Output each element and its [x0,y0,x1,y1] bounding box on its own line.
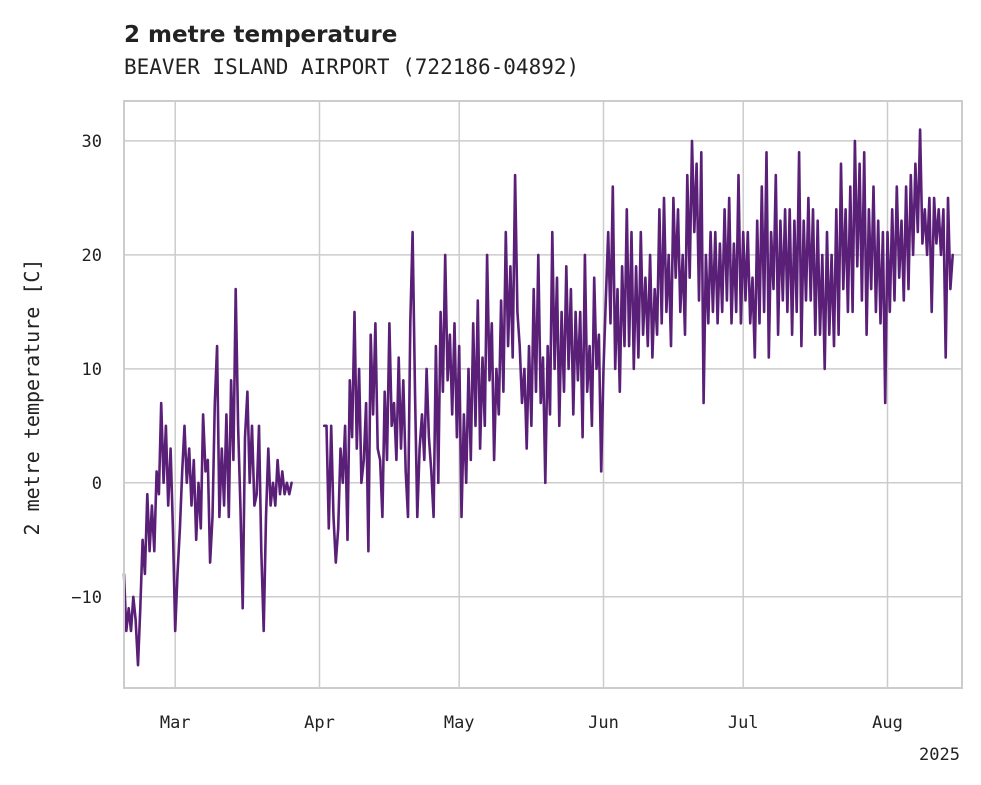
plot-frame [123,100,963,689]
y-axis-label: 2 metre temperature [C] [20,259,44,536]
x-tick-label: Jun [588,713,619,733]
x-tick-label: May [444,713,475,733]
y-tick-label: 0 [92,474,102,494]
x-tick-label: Jul [728,713,759,733]
y-tick-label: 10 [82,360,102,380]
x-axis-year-label: 2025 [919,745,960,765]
x-tick-label: Aug [872,713,903,733]
chart-title: 2 metre temperature [124,22,397,48]
x-tick-label: Apr [304,713,335,733]
temperature-series-line [122,128,954,667]
y-tick-label: −10 [71,588,102,608]
y-tick-label: 30 [82,132,102,152]
y-tick-label: 20 [82,246,102,266]
x-tick-label: Mar [160,713,191,733]
series-layer [122,128,954,667]
chart-subtitle: BEAVER ISLAND AIRPORT (722186-04892) [124,55,579,79]
tick-labels: −10 0 10 20 30 Mar Apr May Jun Jul Aug [71,132,903,733]
